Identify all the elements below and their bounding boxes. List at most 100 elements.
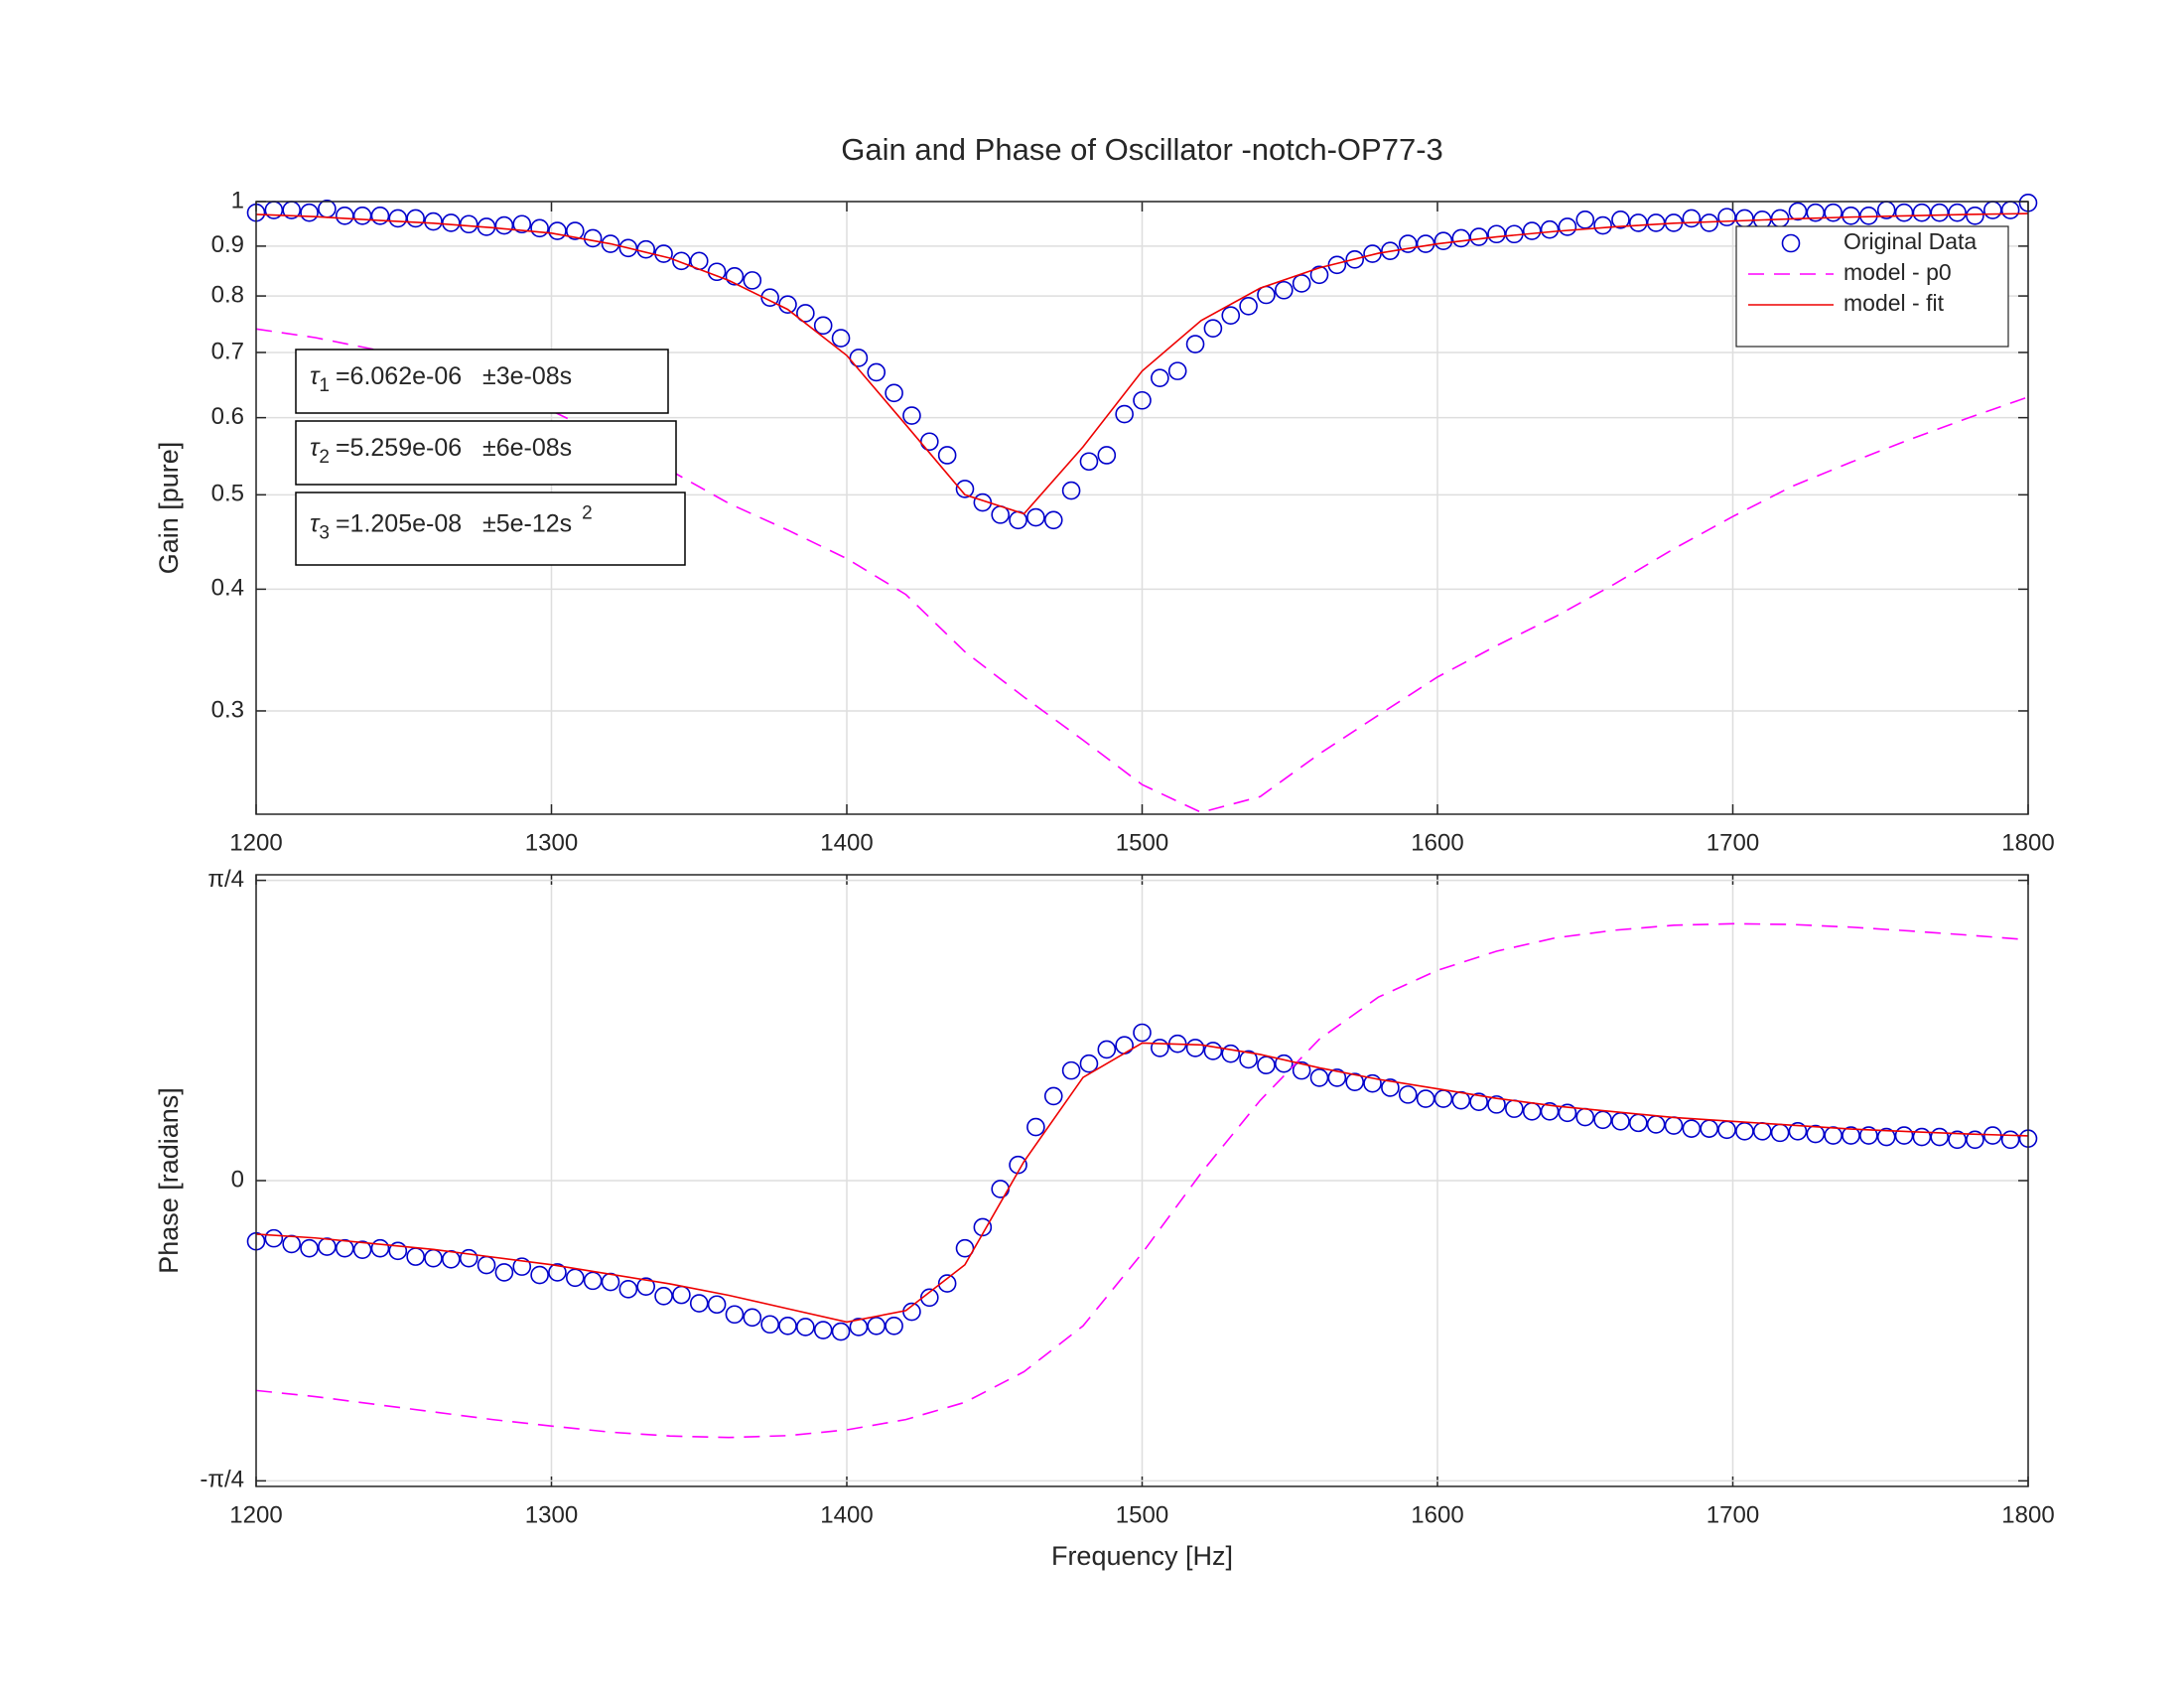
data-point — [2000, 1130, 2020, 1150]
x-tick-label: 1500 — [1116, 1501, 1168, 1528]
data-point — [867, 362, 887, 382]
x-tick-label: 1300 — [525, 1501, 578, 1528]
data-point — [1912, 1127, 1932, 1147]
legend-swatch — [1781, 233, 1801, 253]
data-point — [654, 1286, 673, 1306]
data-point — [1221, 306, 1241, 325]
annotation: τ1 =6.062e-06 ±3e-08s — [310, 362, 572, 396]
data-point — [1966, 1130, 1984, 1150]
data-point — [548, 1263, 567, 1282]
data-point — [885, 1317, 903, 1336]
data-point — [1061, 1060, 1081, 1080]
data-point — [725, 266, 745, 286]
annotation-text: =6.062e-06 ±3e-08s — [336, 362, 572, 390]
data-line — [255, 328, 2029, 814]
data-point — [352, 1240, 372, 1259]
annotation-subscript: 3 — [319, 523, 330, 544]
data-point — [1275, 280, 1294, 300]
data-point — [264, 1228, 284, 1248]
data-point — [636, 1277, 656, 1296]
data-point — [565, 221, 585, 240]
y-axis-label: Phase [radians] — [154, 1087, 184, 1274]
y-tick-label: 1 — [231, 187, 244, 213]
plot-frame — [255, 874, 2029, 1487]
plot-frame — [255, 201, 2029, 815]
data-point — [1629, 213, 1648, 232]
data-point — [725, 1305, 745, 1325]
data-point — [1788, 1122, 1808, 1141]
x-tick-label: 1700 — [1706, 829, 1759, 856]
annotation: τ2 =5.259e-06 ±6e-08s — [310, 434, 572, 468]
data-point — [1522, 221, 1542, 240]
data-point — [902, 406, 921, 425]
data-point — [352, 206, 372, 225]
data-line — [255, 922, 2029, 1439]
x-axis-label: Frequency [Hz] — [1051, 1541, 1233, 1571]
legend-label: model - fit — [1843, 290, 1945, 316]
data-point — [1151, 368, 1169, 387]
data-point — [1363, 1073, 1382, 1093]
data-point — [1239, 297, 1258, 316]
data-point — [937, 446, 957, 465]
data-point — [707, 262, 727, 282]
data-point — [672, 251, 691, 271]
data-point — [1894, 1126, 1914, 1145]
data-point — [689, 1294, 709, 1313]
data-point — [1257, 1055, 1276, 1075]
data-point — [388, 1241, 408, 1261]
data-point — [1185, 1039, 1205, 1057]
data-point — [424, 211, 443, 231]
x-tick-label: 1500 — [1116, 829, 1168, 856]
data-point — [1097, 1040, 1117, 1059]
y-tick-label: -π/4 — [200, 1467, 244, 1493]
data-point — [1398, 1085, 1418, 1104]
data-point — [618, 1280, 638, 1299]
data-point — [1806, 1124, 1826, 1144]
data-point — [512, 214, 532, 234]
data-point — [583, 228, 603, 248]
data-point — [1611, 210, 1630, 229]
data-point — [636, 239, 656, 259]
data-point — [1842, 1126, 1860, 1145]
data-point — [1593, 215, 1612, 235]
data-point — [1806, 203, 1826, 222]
data-line — [255, 212, 2029, 515]
annotation-subscript: 2 — [319, 447, 330, 468]
data-point — [1451, 228, 1471, 248]
data-point — [867, 1317, 887, 1336]
data-point — [885, 383, 903, 403]
data-point — [370, 1238, 390, 1258]
annotation-subscript: 1 — [319, 375, 330, 396]
data-point — [1079, 452, 1099, 472]
data-point — [973, 1217, 993, 1237]
data-point — [583, 1271, 603, 1291]
data-point — [459, 214, 478, 234]
data-point — [849, 349, 869, 367]
data-point — [1948, 1130, 1967, 1150]
data-point — [1717, 208, 1736, 226]
data-point — [1824, 1126, 1843, 1145]
x-tick-label: 1800 — [2001, 829, 2054, 856]
data-point — [1151, 1039, 1169, 1057]
data-point — [1416, 1089, 1435, 1108]
data-point — [1894, 203, 1914, 222]
data-point — [494, 215, 514, 235]
data-point — [654, 244, 673, 263]
data-point — [1203, 1042, 1223, 1060]
data-point — [955, 1238, 975, 1258]
data-point — [1824, 203, 1843, 222]
data-point — [1309, 1068, 1329, 1087]
y-axis-label: Gain [pure] — [154, 442, 184, 575]
data-point — [1859, 1126, 1878, 1145]
data-point — [1115, 404, 1134, 424]
data-point — [370, 206, 390, 225]
data-point — [743, 271, 762, 290]
data-point — [1487, 224, 1506, 244]
data-point — [601, 234, 620, 253]
legend-label: model - p0 — [1843, 259, 1952, 285]
data-point — [1966, 206, 1984, 225]
data-point — [1930, 1127, 1950, 1147]
data-point — [1345, 250, 1364, 269]
data-point — [1275, 1054, 1294, 1073]
